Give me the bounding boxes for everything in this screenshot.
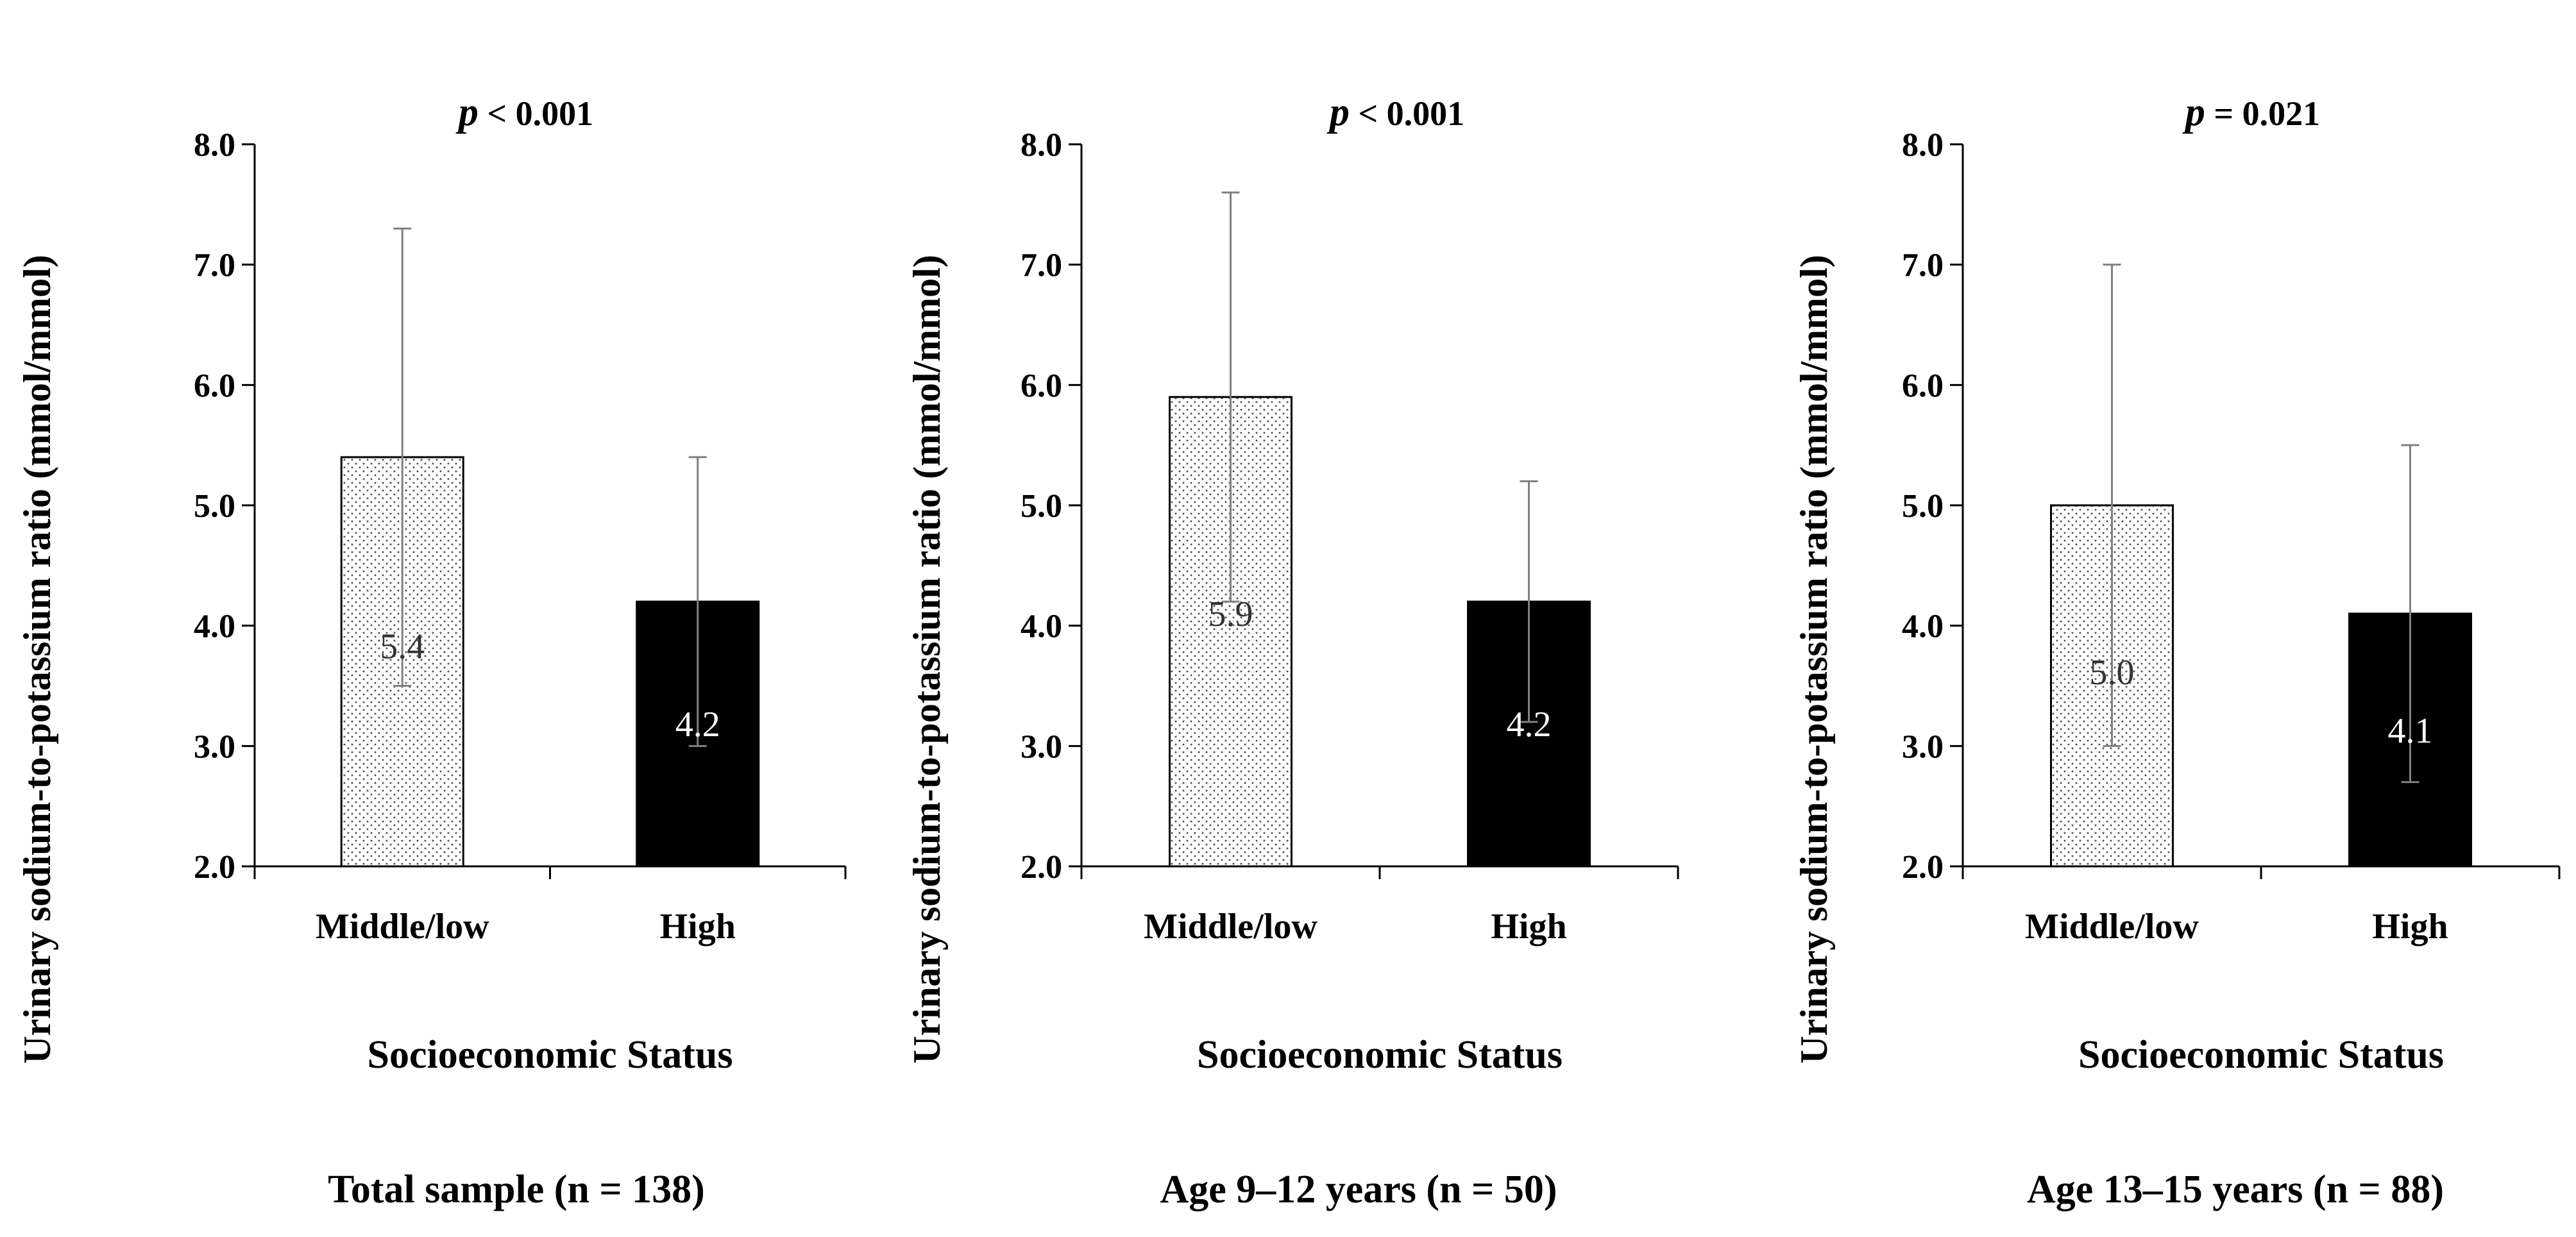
y-tick-label: 6.0 <box>194 367 235 404</box>
x-axis-title: Socioeconomic Status <box>1197 1033 1563 1077</box>
y-tick-label: 4.0 <box>194 609 235 645</box>
panel-title: Age 13–15 years (n = 88) <box>2027 1168 2444 1211</box>
p-value-annotation: p < 0.001 <box>455 90 593 134</box>
y-axis-title: Urinary sodium-to-potassium ratio (mmol/… <box>1793 255 1835 1064</box>
p-value-annotation: p < 0.001 <box>1326 90 1464 134</box>
y-tick-label: 7.0 <box>1021 248 1062 284</box>
y-tick-label: 4.0 <box>1021 609 1062 645</box>
panel-title: Age 9–12 years (n = 50) <box>1160 1168 1557 1211</box>
y-tick-label: 5.0 <box>1021 488 1062 525</box>
y-tick-label: 6.0 <box>1902 367 1944 404</box>
data-label: 5.4 <box>380 627 425 666</box>
data-label: 4.2 <box>1507 705 1552 745</box>
y-tick-label: 2.0 <box>1902 849 1944 886</box>
category-label: Middle/low <box>316 907 489 947</box>
chart-panel-1: 2.0 3.0 4.0 5.0 6.0 7.0 8.0 5.4 Middle/low 4.2 Hig… <box>16 90 847 1211</box>
y-tick-label: 2.0 <box>1021 849 1062 886</box>
data-label: 4.2 <box>675 705 720 745</box>
y-tick-label: 8.0 <box>1902 127 1944 164</box>
y-tick-label: 3.0 <box>1021 728 1062 765</box>
category-label: High <box>2372 907 2448 947</box>
panel-title: Total sample (n = 138) <box>328 1168 705 1211</box>
chart-panel-3: 2.0 3.0 4.0 5.0 6.0 7.0 8.0 5.0 Middle/low 4.1 Hig… <box>1793 90 2561 1211</box>
y-tick-label: 5.0 <box>194 488 235 525</box>
data-label: 4.1 <box>2388 711 2433 751</box>
y-tick-label: 8.0 <box>194 127 235 164</box>
y-tick-label: 3.0 <box>194 728 235 765</box>
category-label: Middle/low <box>1144 907 1318 947</box>
data-label: 5.0 <box>2090 653 2135 693</box>
p-value-annotation: p = 0.021 <box>2182 90 2320 134</box>
y-tick-label: 7.0 <box>1902 248 1944 284</box>
y-tick-label: 3.0 <box>1902 728 1944 765</box>
chart-panel-2: 2.0 3.0 4.0 5.0 6.0 7.0 8.0 5.9 Middle/low 4.2 Hig… <box>906 90 1679 1211</box>
y-tick-label: 8.0 <box>1021 127 1062 164</box>
data-label: 5.9 <box>1208 594 1253 634</box>
category-label: High <box>1491 907 1566 947</box>
y-tick-label: 6.0 <box>1021 367 1062 404</box>
y-axis-title: Urinary sodium-to-potassium ratio (mmol/… <box>16 255 58 1064</box>
y-tick-label: 5.0 <box>1902 488 1944 525</box>
y-tick-label: 2.0 <box>194 849 235 886</box>
x-axis-title: Socioeconomic Status <box>367 1033 733 1077</box>
y-tick-label: 4.0 <box>1902 609 1944 645</box>
y-axis-title: Urinary sodium-to-potassium ratio (mmol/… <box>906 255 948 1064</box>
category-label: High <box>660 907 736 947</box>
category-label: Middle/low <box>2025 907 2199 947</box>
x-axis-title: Socioeconomic Status <box>2078 1033 2444 1077</box>
y-tick-label: 7.0 <box>194 248 235 284</box>
